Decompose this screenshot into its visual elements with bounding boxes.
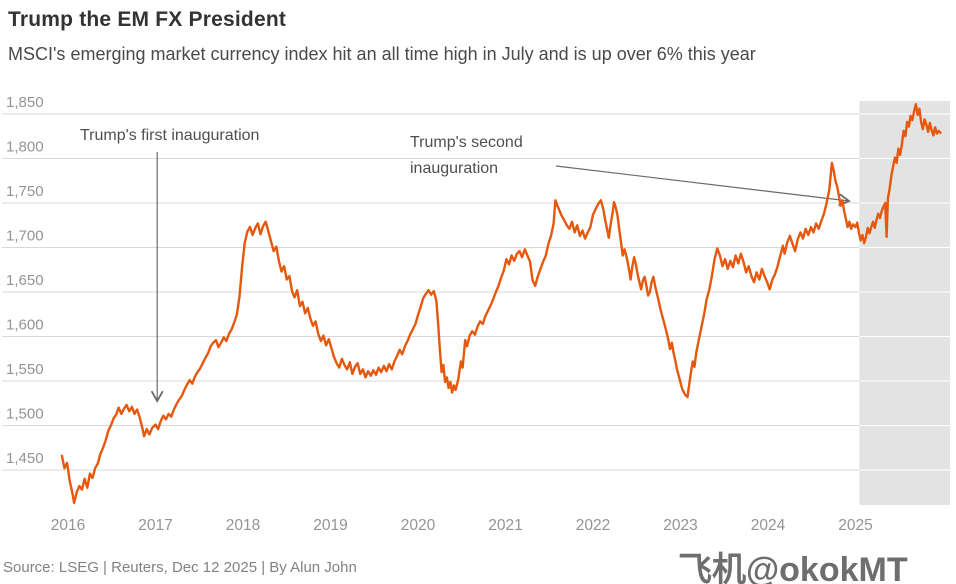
x-axis-tick-label: 2023	[663, 517, 697, 534]
y-axis-tick-label: 1,600	[6, 317, 44, 334]
page-title: Trump the EM FX President	[8, 8, 287, 31]
annotation-first-inauguration: Trump's first inauguration	[80, 127, 260, 144]
y-axis-tick-label: 1,800	[6, 139, 44, 156]
x-axis-tick-label: 2018	[226, 517, 260, 534]
x-axis-tick-label: 2019	[313, 517, 347, 534]
highlight-band-second-term	[859, 101, 950, 505]
y-axis-tick-label: 1,650	[6, 272, 44, 289]
x-axis-tick-label: 2016	[51, 517, 85, 534]
y-axis-tick-label: 1,850	[6, 94, 44, 111]
chart-layer: 1,850 1,800 1,750 1,700 1,650 1,600 1,550 1,500…	[2, 94, 950, 534]
y-axis-tick-label: 1,450	[6, 450, 44, 467]
annotation-second-inauguration: Trump's second inauguration	[410, 134, 523, 177]
chart-subtitle: MSCI's emerging market currency index hi…	[8, 44, 756, 64]
em-fx-index-line	[60, 103, 942, 505]
x-axis-tick-label: 2024	[751, 517, 786, 534]
y-axis-tick-label: 1,750	[6, 183, 44, 200]
source-attribution: Source: LSEG | Reuters, Dec 12 2025 | By…	[3, 559, 357, 576]
x-axis-tick-label: 2022	[576, 517, 610, 534]
x-axis-tick-label: 2017	[138, 517, 172, 534]
x-axis-tick-label: 2021	[488, 517, 522, 534]
y-axis-tick-label: 1,550	[6, 361, 44, 378]
watermark: 飞机@okokMT	[678, 551, 908, 584]
x-axis-tick-label: 2020	[401, 517, 436, 534]
y-axis-tick-label: 1,500	[6, 406, 44, 423]
x-axis-tick-label: 2025	[838, 517, 872, 534]
second-inauguration-arrow	[555, 165, 851, 207]
y-axis-tick-label: 1,700	[6, 228, 44, 245]
